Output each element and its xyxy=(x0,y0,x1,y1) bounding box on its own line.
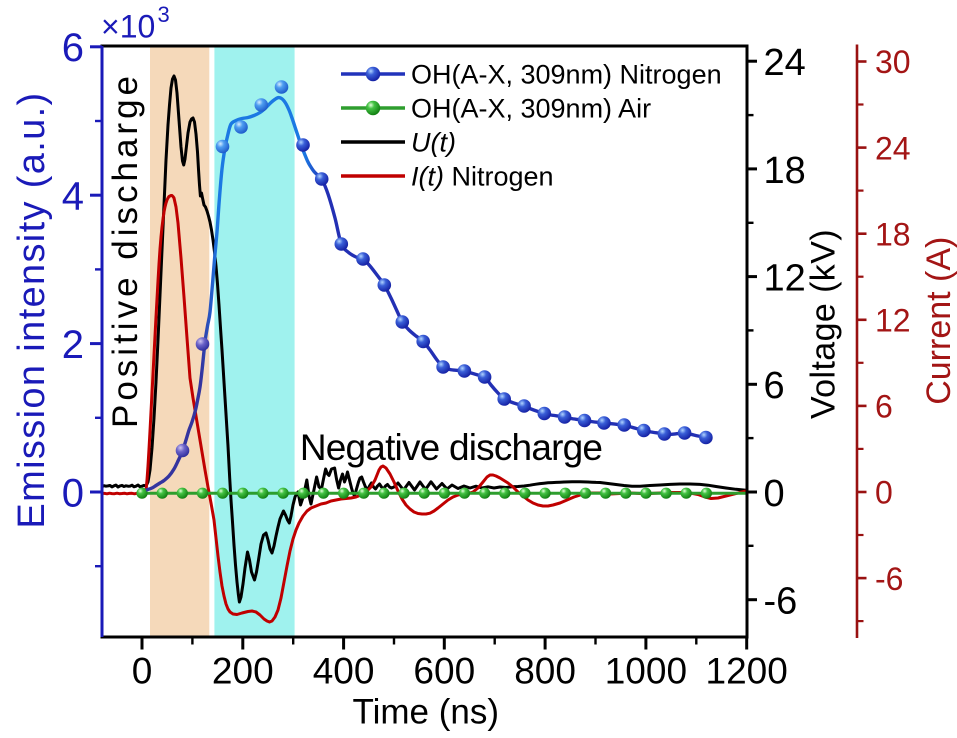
svg-text:600: 600 xyxy=(413,651,475,692)
svg-text:0: 0 xyxy=(62,471,84,515)
svg-text:-6: -6 xyxy=(875,561,903,597)
svg-text:24: 24 xyxy=(875,130,911,166)
svg-text:×10: ×10 xyxy=(101,9,155,45)
svg-text:2: 2 xyxy=(62,323,84,367)
svg-text:6: 6 xyxy=(875,389,893,425)
svg-text:4: 4 xyxy=(62,175,84,219)
svg-text:Time (ns): Time (ns) xyxy=(353,693,499,732)
svg-text:400: 400 xyxy=(313,651,375,692)
svg-text:OH(A-X, 309nm) Nitrogen: OH(A-X, 309nm) Nitrogen xyxy=(411,60,722,90)
svg-text:OH(A-X, 309nm) Air: OH(A-X, 309nm) Air xyxy=(411,94,651,124)
svg-text:-6: -6 xyxy=(764,581,798,623)
svg-text:18: 18 xyxy=(875,216,911,252)
svg-text:1200: 1200 xyxy=(706,651,788,692)
svg-text:1000: 1000 xyxy=(605,651,687,692)
svg-text:I(t) Nitrogen: I(t) Nitrogen xyxy=(411,162,554,192)
svg-text:U(t): U(t) xyxy=(411,128,456,158)
svg-text:Negative discharge: Negative discharge xyxy=(300,427,602,468)
svg-text:12: 12 xyxy=(764,258,806,300)
svg-text:6: 6 xyxy=(62,26,84,70)
svg-text:Current (A): Current (A) xyxy=(920,237,957,405)
svg-text:Voltage (kV): Voltage (kV) xyxy=(805,229,843,419)
svg-text:Positive discharge: Positive discharge xyxy=(106,72,145,428)
svg-text:0: 0 xyxy=(875,475,893,511)
svg-text:0: 0 xyxy=(132,651,153,692)
svg-text:0: 0 xyxy=(764,473,785,515)
svg-text:3: 3 xyxy=(158,2,170,27)
svg-text:24: 24 xyxy=(764,42,806,84)
svg-text:Emission intensity (a.u.): Emission intensity (a.u.) xyxy=(11,91,53,528)
svg-text:6: 6 xyxy=(764,365,785,407)
svg-text:12: 12 xyxy=(875,303,911,339)
svg-text:30: 30 xyxy=(875,44,911,80)
svg-text:800: 800 xyxy=(514,651,576,692)
svg-text:18: 18 xyxy=(764,150,806,192)
svg-text:200: 200 xyxy=(212,651,274,692)
